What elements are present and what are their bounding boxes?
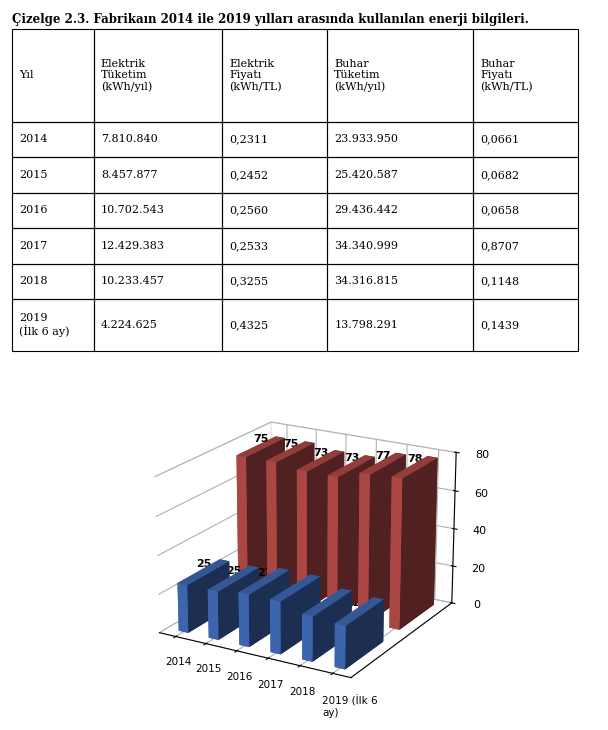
Text: 0,0682: 0,0682	[480, 170, 519, 180]
Text: 4.224.625: 4.224.625	[101, 320, 157, 330]
Bar	[12, 264, 94, 299]
Text: 13.798.291: 13.798.291	[334, 320, 398, 330]
Bar	[473, 264, 578, 299]
Bar	[223, 29, 327, 122]
Text: Yıl: Yıl	[19, 71, 33, 80]
Bar	[223, 228, 327, 264]
Bar	[327, 299, 473, 351]
Bar	[223, 299, 327, 351]
Text: 0,2452: 0,2452	[229, 170, 268, 180]
Text: 10.702.543: 10.702.543	[101, 205, 165, 215]
Text: 2014: 2014	[19, 134, 47, 145]
Text: 0,0661: 0,0661	[480, 134, 519, 145]
Bar	[94, 264, 223, 299]
Bar	[94, 122, 223, 157]
Bar	[94, 299, 223, 351]
Text: Buhar
Tüketim
(kWh/yıl): Buhar Tüketim (kWh/yıl)	[334, 58, 385, 93]
Bar	[223, 193, 327, 228]
Text: 0,8707: 0,8707	[480, 241, 519, 251]
Bar	[327, 29, 473, 122]
Text: 0,2560: 0,2560	[229, 205, 268, 215]
Text: 8.457.877: 8.457.877	[101, 170, 157, 180]
Text: 34.340.999: 34.340.999	[334, 241, 398, 251]
Text: 0,2311: 0,2311	[229, 134, 268, 145]
Text: Elektrik
Fiyatı
(kWh/TL): Elektrik Fiyatı (kWh/TL)	[229, 58, 282, 92]
Bar	[327, 264, 473, 299]
Text: 2019
(İlk 6 ay): 2019 (İlk 6 ay)	[19, 313, 70, 337]
Bar	[327, 228, 473, 264]
Text: 2015: 2015	[19, 170, 47, 180]
Bar	[473, 157, 578, 193]
Bar	[12, 157, 94, 193]
Bar	[223, 122, 327, 157]
Text: 0,1148: 0,1148	[480, 276, 519, 286]
Text: Elektrik
Tüketim
(kWh/yıl): Elektrik Tüketim (kWh/yıl)	[101, 58, 152, 93]
Text: 23.933.950: 23.933.950	[334, 134, 398, 145]
Text: 2017: 2017	[19, 241, 47, 251]
Bar	[94, 193, 223, 228]
Text: 34.316.815: 34.316.815	[334, 276, 398, 286]
Text: 0,3255: 0,3255	[229, 276, 268, 286]
Bar	[94, 29, 223, 122]
Bar	[473, 299, 578, 351]
Bar	[12, 228, 94, 264]
Bar	[473, 29, 578, 122]
Bar	[473, 122, 578, 157]
Text: 0,2533: 0,2533	[229, 241, 268, 251]
Bar	[327, 157, 473, 193]
Text: 29.436.442: 29.436.442	[334, 205, 398, 215]
Text: 12.429.383: 12.429.383	[101, 241, 165, 251]
Text: 0,0658: 0,0658	[480, 205, 519, 215]
Bar	[94, 157, 223, 193]
Bar	[12, 29, 94, 122]
Text: 7.810.840: 7.810.840	[101, 134, 157, 145]
Bar	[223, 157, 327, 193]
Bar	[12, 299, 94, 351]
Bar	[12, 122, 94, 157]
Text: 2018: 2018	[19, 276, 47, 286]
Bar	[473, 228, 578, 264]
Text: 0,1439: 0,1439	[480, 320, 519, 330]
Text: 0,4325: 0,4325	[229, 320, 268, 330]
Bar	[94, 228, 223, 264]
Text: 25.420.587: 25.420.587	[334, 170, 398, 180]
Text: Buhar
Fiyatı
(kWh/TL): Buhar Fiyatı (kWh/TL)	[480, 58, 533, 92]
Bar	[327, 122, 473, 157]
Bar	[223, 264, 327, 299]
Bar	[327, 193, 473, 228]
Text: 10.233.457: 10.233.457	[101, 276, 165, 286]
Text: 2016: 2016	[19, 205, 47, 215]
Bar	[473, 193, 578, 228]
Text: Çizelge 2.3. Fabrikaın 2014 ile 2019 yılları arasında kullanılan enerji bilgiler: Çizelge 2.3. Fabrikaın 2014 ile 2019 yıl…	[12, 13, 529, 26]
Bar	[12, 193, 94, 228]
